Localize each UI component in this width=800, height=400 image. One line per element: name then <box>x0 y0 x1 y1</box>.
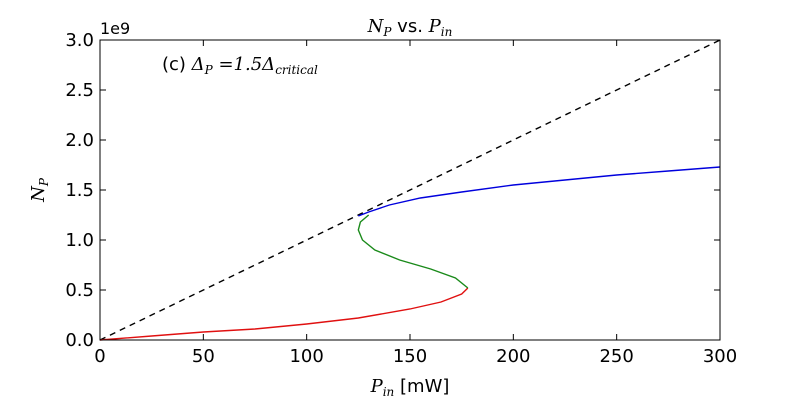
series-line-3 <box>358 166 721 217</box>
series-line-2 <box>357 214 469 289</box>
y-tick-label: 2.0 <box>65 130 94 151</box>
title-left-subscript: P <box>382 25 392 39</box>
x-label-unit: [mW] <box>394 376 449 397</box>
annotation-prefix: (c) <box>162 54 192 75</box>
y-tick-label: 1.0 <box>65 230 94 251</box>
y-tick-label: 0.5 <box>65 280 94 301</box>
x-label-symbol: P <box>370 376 384 397</box>
annotation-delta: Δ <box>191 54 205 75</box>
x-tick-label: 300 <box>703 346 737 367</box>
y-label-subscript: P <box>37 177 51 187</box>
y-label-symbol: N <box>28 185 49 203</box>
chart-title: NP vs. Pin <box>367 16 453 39</box>
annotation-subscript: P <box>204 63 214 77</box>
x-label-subscript: in <box>383 385 395 399</box>
title-connector: vs. <box>391 16 428 37</box>
y-tick-label: 3.0 <box>65 30 94 51</box>
x-tick-label: 250 <box>599 346 633 367</box>
annotation-subscript2: critical <box>275 63 318 77</box>
x-tick-label: 200 <box>496 346 530 367</box>
y-axis-label-group: NP <box>28 177 51 203</box>
series-line-0 <box>99 39 721 341</box>
x-axis-label: Pin [mW] <box>370 376 450 399</box>
title-right-symbol: P <box>428 16 442 37</box>
x-tick-label: 150 <box>393 346 427 367</box>
x-tick-label: 0 <box>94 346 105 367</box>
x-tick-label: 100 <box>289 346 323 367</box>
title-right-subscript: in <box>441 25 453 39</box>
ticks: 0 50 100 150 200 250 300 0.0 0.5 1.0 1.5 2.0 2.5 3.0 <box>65 30 737 367</box>
y-multiplier: 1e9 <box>100 19 130 38</box>
annotation: (c) ΔP =1.5Δcritical <box>162 54 318 77</box>
y-tick-label: 1.5 <box>65 180 94 201</box>
y-tick-label: 2.5 <box>65 80 94 101</box>
y-tick-label: 0.0 <box>65 330 94 351</box>
series-line-1 <box>99 287 469 341</box>
y-axis-label: NP <box>28 177 51 203</box>
plot-area <box>99 39 721 341</box>
annotation-equals: =1.5Δ <box>213 54 275 75</box>
title-left-symbol: N <box>367 16 385 37</box>
x-tick-label: 50 <box>192 346 215 367</box>
